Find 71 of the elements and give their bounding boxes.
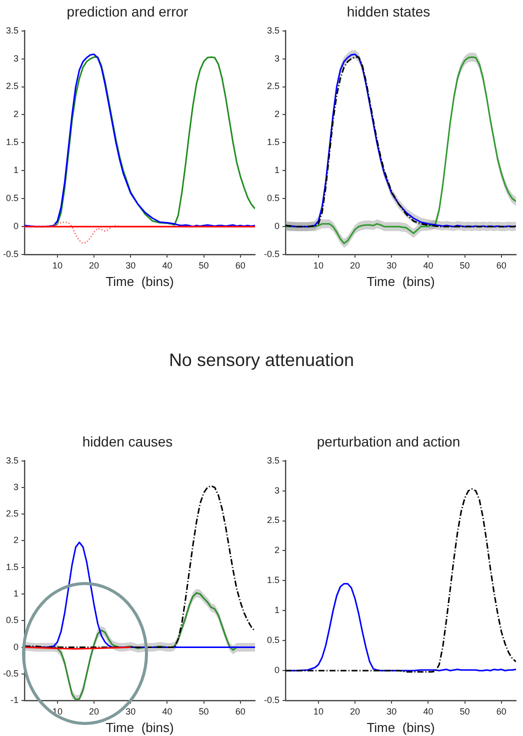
x-tick-label: 10 xyxy=(313,260,324,270)
x-tick-label: 40 xyxy=(162,260,172,270)
y-tick-label: 0.5 xyxy=(266,635,280,646)
x-axis-title: Time (bins) xyxy=(366,720,435,735)
x-tick-label: 20 xyxy=(89,706,100,716)
y-tick-label: 1 xyxy=(13,588,19,599)
x-axis-title: Time (bins) xyxy=(106,274,174,289)
x-tick-label: 10 xyxy=(313,706,324,716)
y-tick-label: 2.5 xyxy=(266,81,280,92)
x-axis-title: Time (bins) xyxy=(106,720,174,735)
y-tick-label: -1 xyxy=(10,695,19,706)
y-tick-label: 3 xyxy=(13,482,19,492)
x-tick-label: 60 xyxy=(496,706,506,716)
y-tick-label: 3.5 xyxy=(6,25,19,36)
y-tick-label: 2 xyxy=(13,109,19,120)
y-tick-label: 3.5 xyxy=(6,455,19,466)
y-tick-label: 0 xyxy=(274,665,280,676)
y-tick-label: 0.5 xyxy=(6,193,19,204)
x-tick-label: 40 xyxy=(162,706,172,716)
x-tick-label: 30 xyxy=(386,706,397,716)
y-tick-label: 3.5 xyxy=(266,25,280,36)
y-tick-label: 1.5 xyxy=(6,562,19,572)
x-tick-label: 20 xyxy=(350,706,360,716)
y-tick-label: -0.5 xyxy=(2,668,19,678)
chart-title: perturbation and action xyxy=(316,433,460,450)
y-tick-label: -0.5 xyxy=(264,695,280,706)
x-tick-label: 40 xyxy=(423,706,434,716)
x-tick-label: 60 xyxy=(235,260,246,270)
x-tick-label: 60 xyxy=(496,260,506,270)
chart-title: hidden causes xyxy=(82,433,173,450)
x-tick-label: 60 xyxy=(235,706,246,716)
y-tick-label: -0.5 xyxy=(264,249,280,260)
chart-title: hidden states xyxy=(346,3,430,20)
x-tick-label: 30 xyxy=(386,260,397,270)
x-tick-label: 20 xyxy=(350,260,360,270)
y-tick-label: 2.5 xyxy=(6,508,19,519)
x-tick-label: 20 xyxy=(89,260,100,270)
y-tick-label: 2 xyxy=(274,109,280,120)
line-series xyxy=(286,488,516,673)
x-tick-label: 10 xyxy=(52,260,62,270)
y-tick-label: 3 xyxy=(274,485,280,496)
y-tick-label: 2.5 xyxy=(266,515,280,526)
y-tick-label: 1.5 xyxy=(266,575,280,586)
chart-title: prediction and error xyxy=(66,3,189,20)
y-tick-label: 1 xyxy=(13,165,19,176)
x-tick-label: 30 xyxy=(126,260,136,270)
line-series xyxy=(24,485,255,648)
y-tick-label: 3 xyxy=(274,53,280,64)
x-tick-label: 50 xyxy=(198,706,209,716)
y-tick-label: 1.5 xyxy=(266,137,280,148)
x-tick-label: 40 xyxy=(423,260,434,270)
y-tick-label: 1 xyxy=(274,165,280,176)
y-tick-label: 0 xyxy=(274,221,280,232)
y-tick-label: -0.5 xyxy=(2,249,19,260)
text: No sensory attenuation xyxy=(168,350,354,370)
y-tick-label: 0.5 xyxy=(266,193,280,204)
y-tick-label: 0 xyxy=(13,221,19,232)
y-tick-label: 3.5 xyxy=(266,455,280,466)
y-tick-label: 2 xyxy=(13,535,19,546)
y-tick-label: 1.5 xyxy=(6,137,19,148)
y-tick-label: 2.5 xyxy=(6,81,19,92)
x-tick-label: 50 xyxy=(460,706,470,716)
x-axis-title: Time (bins) xyxy=(366,274,435,289)
y-tick-label: 0 xyxy=(13,642,19,652)
y-tick-label: 2 xyxy=(274,545,280,556)
x-tick-label: 30 xyxy=(126,706,136,716)
y-tick-label: 3 xyxy=(13,53,19,64)
x-tick-label: 50 xyxy=(198,260,209,270)
y-tick-label: 1 xyxy=(274,605,280,616)
y-tick-label: 0.5 xyxy=(6,615,19,626)
x-tick-label: 50 xyxy=(460,260,470,270)
